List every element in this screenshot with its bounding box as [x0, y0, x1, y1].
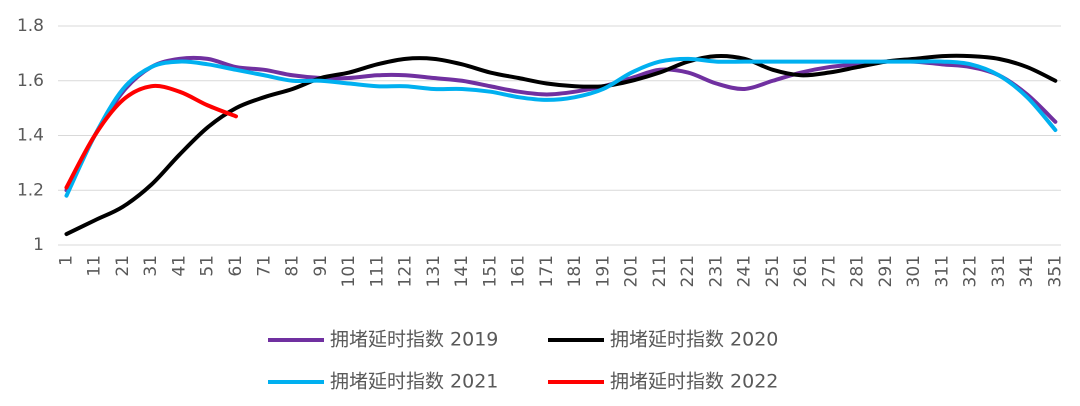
y-tick-label: 1.8 [17, 16, 44, 36]
x-tick-label: 151 [480, 255, 500, 287]
x-tick-label: 351 [1045, 255, 1065, 287]
series-line [64, 83, 238, 190]
x-tick-label: 111 [367, 255, 387, 287]
y-tick-label: 1.4 [17, 126, 44, 146]
series-line [64, 53, 1058, 237]
x-tick-label: 311 [932, 255, 952, 287]
y-tick-label: 1.2 [17, 180, 44, 200]
x-tick-label: 121 [396, 255, 416, 287]
x-tick-label: 291 [876, 255, 896, 287]
x-tick-label: 181 [565, 255, 585, 287]
x-tick-label: 71 [254, 255, 274, 277]
x-tick-label: 201 [622, 255, 642, 287]
x-tick-label: 251 [763, 255, 783, 287]
series-line [64, 56, 1058, 198]
x-tick-label: 211 [650, 255, 670, 287]
x-tick-label: 221 [678, 255, 698, 287]
x-tick-label: 51 [198, 255, 218, 277]
legend-label: 拥堵延时指数 2021 [330, 371, 498, 393]
x-tick-label: 81 [283, 255, 303, 277]
y-tick-label: 1.6 [17, 71, 44, 91]
x-tick-label: 271 [819, 255, 839, 287]
x-tick-label: 241 [735, 255, 755, 287]
x-tick-label: 231 [706, 255, 726, 287]
x-tick-label: 191 [593, 255, 613, 287]
x-tick-label: 61 [226, 255, 246, 277]
x-tick-label: 21 [113, 255, 133, 277]
x-tick-label: 321 [961, 255, 981, 287]
x-tick-label: 171 [537, 255, 557, 287]
x-tick-label: 281 [848, 255, 868, 287]
x-tick-label: 101 [339, 255, 359, 287]
x-tick-label: 161 [509, 255, 529, 287]
y-tick-label: 1 [33, 235, 44, 255]
x-tick-label: 131 [424, 255, 444, 287]
legend-label: 拥堵延时指数 2020 [610, 329, 778, 351]
x-tick-label: 31 [141, 255, 161, 277]
x-tick-label: 341 [1017, 255, 1037, 287]
x-tick-label: 11 [85, 255, 105, 277]
x-tick-label: 261 [791, 255, 811, 287]
x-tick-label: 1 [56, 255, 76, 266]
x-tick-label: 91 [311, 255, 331, 277]
legend-label: 拥堵延时指数 2022 [610, 371, 778, 393]
legend-label: 拥堵延时指数 2019 [330, 329, 498, 351]
x-tick-label: 301 [904, 255, 924, 287]
x-tick-label: 41 [169, 255, 189, 277]
x-tick-label: 141 [452, 255, 472, 287]
x-tick-label: 331 [989, 255, 1009, 287]
